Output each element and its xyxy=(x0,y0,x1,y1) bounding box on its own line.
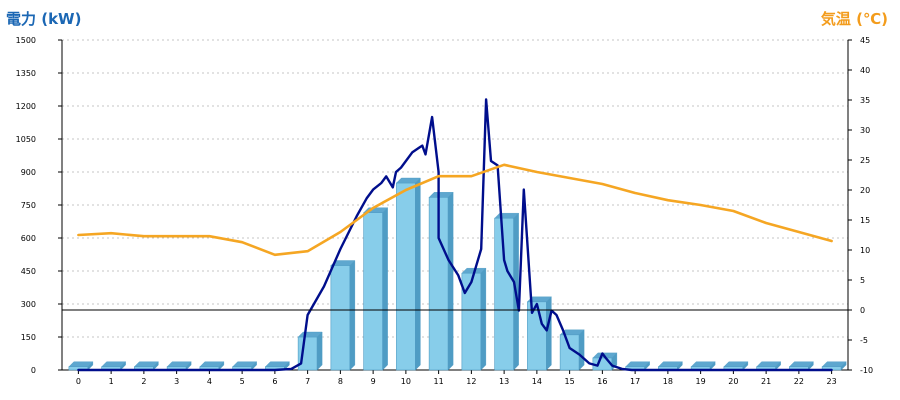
bar-side xyxy=(546,296,552,371)
right-tick-label: 30 xyxy=(860,126,870,135)
x-tick-label: 16 xyxy=(597,377,607,386)
x-tick-label: 13 xyxy=(499,377,509,386)
x-tick-label: 1 xyxy=(109,377,114,386)
left-tick-label: 1050 xyxy=(16,135,36,144)
x-tick-label: 8 xyxy=(338,377,343,386)
left-axis-title: 電力 (kW) xyxy=(6,10,82,28)
left-tick-label: 300 xyxy=(21,300,36,309)
right-tick-label: -10 xyxy=(860,366,873,375)
left-tick-label: 750 xyxy=(21,201,36,210)
x-tick-label: 3 xyxy=(174,377,179,386)
x-tick-label: 14 xyxy=(532,377,542,386)
left-tick-label: 150 xyxy=(21,333,36,342)
power-line xyxy=(77,98,833,372)
line-layer xyxy=(77,98,833,372)
bar-side xyxy=(447,191,454,371)
right-tick-label: 25 xyxy=(860,156,870,165)
left-tick-label: 0 xyxy=(31,366,36,375)
x-tick-label: 17 xyxy=(630,377,640,386)
bar-side xyxy=(382,207,388,371)
right-tick-label: 5 xyxy=(860,276,865,285)
x-tick-label: 18 xyxy=(663,377,673,386)
bar xyxy=(461,272,482,371)
left-tick-label: 450 xyxy=(21,267,36,276)
x-tick-label: 20 xyxy=(728,377,738,386)
right-tick-label: 45 xyxy=(860,36,870,45)
x-tick-label: 10 xyxy=(401,377,411,386)
bar-side xyxy=(480,267,487,371)
temperature-line xyxy=(77,163,833,257)
bar xyxy=(396,182,416,371)
bar xyxy=(363,212,383,371)
left-tick-label: 1350 xyxy=(16,69,36,78)
bar xyxy=(494,217,514,371)
bar xyxy=(297,336,318,371)
grid-layer xyxy=(62,39,848,338)
right-tick-label: 15 xyxy=(860,216,870,225)
right-tick-label: -5 xyxy=(860,336,868,345)
left-tick-label: 900 xyxy=(21,168,36,177)
x-tick-label: 5 xyxy=(240,377,245,386)
x-tick-label: 22 xyxy=(794,377,804,386)
x-tick-label: 23 xyxy=(827,377,837,386)
axis-layer xyxy=(58,39,852,374)
left-tick-label: 1200 xyxy=(16,102,36,111)
bar xyxy=(330,265,351,371)
bar-side xyxy=(316,331,323,371)
label-layer: 01503004506007509001050120013501500-10-5… xyxy=(16,36,873,386)
bar-layer xyxy=(68,177,847,371)
x-tick-label: 0 xyxy=(76,377,81,386)
right-tick-label: 40 xyxy=(860,66,870,75)
bar-side xyxy=(840,361,847,371)
x-tick-label: 11 xyxy=(434,377,444,386)
x-tick-label: 12 xyxy=(466,377,476,386)
bar-side xyxy=(349,260,356,371)
x-tick-label: 4 xyxy=(207,377,212,386)
right-tick-label: 35 xyxy=(860,96,870,105)
right-tick-label: 20 xyxy=(860,186,870,195)
x-tick-label: 9 xyxy=(371,377,376,386)
x-tick-label: 6 xyxy=(272,377,277,386)
x-tick-label: 7 xyxy=(305,377,310,386)
right-tick-label: 10 xyxy=(860,246,870,255)
x-tick-label: 15 xyxy=(565,377,575,386)
bar xyxy=(527,301,547,371)
left-tick-label: 1500 xyxy=(16,36,36,45)
x-tick-label: 19 xyxy=(696,377,706,386)
right-tick-label: 0 xyxy=(860,306,865,315)
right-axis-title: 気温 (℃) xyxy=(820,10,888,28)
x-tick-label: 2 xyxy=(141,377,146,386)
bar-side xyxy=(415,177,421,371)
x-tick-label: 21 xyxy=(761,377,771,386)
bar-side xyxy=(578,329,585,371)
left-tick-label: 600 xyxy=(21,234,36,243)
